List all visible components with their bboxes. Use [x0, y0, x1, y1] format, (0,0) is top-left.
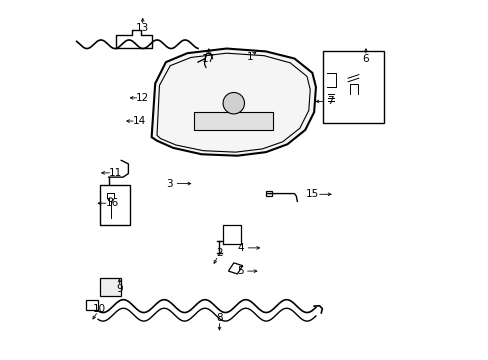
Text: 1: 1 — [246, 52, 253, 62]
Bar — [323, 51, 383, 123]
Bar — [85, 300, 98, 310]
Bar — [100, 278, 121, 296]
Text: 7: 7 — [326, 96, 333, 107]
Text: 6: 6 — [362, 54, 368, 64]
Text: 2: 2 — [216, 248, 223, 258]
Text: 14: 14 — [132, 116, 145, 126]
Text: 3: 3 — [166, 179, 172, 189]
Bar — [100, 185, 130, 225]
Text: 10: 10 — [93, 303, 106, 314]
Text: 5: 5 — [237, 266, 244, 276]
Circle shape — [223, 93, 244, 114]
Text: 4: 4 — [237, 243, 244, 253]
Polygon shape — [151, 49, 315, 156]
Text: 11: 11 — [109, 168, 122, 178]
Polygon shape — [194, 112, 272, 130]
Text: 9: 9 — [116, 284, 122, 294]
Text: 8: 8 — [216, 312, 223, 323]
Text: 17: 17 — [202, 54, 215, 64]
Text: 12: 12 — [136, 93, 149, 103]
Bar — [265, 191, 272, 196]
Text: 15: 15 — [305, 189, 318, 199]
Text: 16: 16 — [105, 198, 119, 208]
Text: 13: 13 — [136, 23, 149, 33]
